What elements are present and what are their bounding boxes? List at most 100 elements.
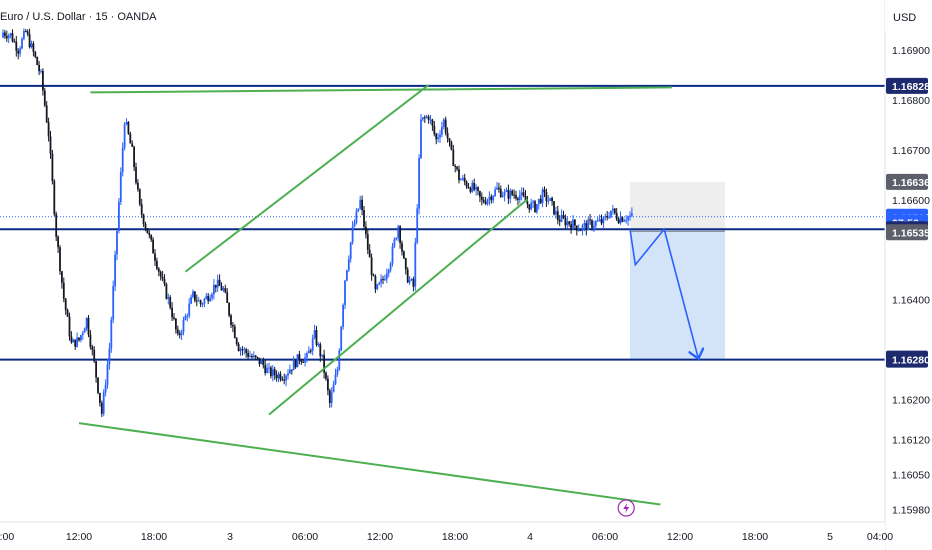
candle-body	[558, 219, 561, 222]
candle-body	[57, 236, 59, 248]
candle-body	[213, 284, 215, 295]
candle-body	[517, 198, 519, 200]
candle-body	[5, 35, 8, 39]
candle-body	[148, 233, 151, 235]
candle-body	[74, 339, 77, 347]
candle-body	[340, 326, 343, 351]
candle-body	[81, 332, 84, 336]
candle-body	[471, 182, 474, 192]
candle-body	[564, 217, 567, 226]
candle-body	[118, 201, 120, 231]
candle-body	[583, 223, 586, 226]
candle-body	[520, 192, 523, 196]
candle-body	[116, 230, 118, 255]
y-tick-label: 1.16200	[892, 395, 930, 407]
candle-body	[482, 199, 485, 203]
candle-body	[410, 279, 413, 281]
price-badge	[886, 351, 928, 368]
candle-body	[152, 239, 154, 254]
currency-label[interactable]: USD	[893, 12, 917, 24]
candle-body	[289, 369, 291, 374]
candle-body	[416, 208, 419, 243]
candle-body	[613, 208, 616, 214]
candle-body	[68, 316, 71, 337]
candle-body	[631, 213, 633, 216]
candle-body	[195, 300, 198, 302]
candle-body	[268, 367, 270, 369]
candle-body	[78, 337, 80, 341]
candle-body	[378, 282, 381, 285]
x-tick-label: 06:00	[592, 531, 618, 543]
candle-body	[543, 189, 546, 193]
candle-body	[575, 225, 578, 231]
candle-body	[182, 319, 185, 333]
candle-body	[323, 354, 325, 373]
candle-body	[437, 137, 439, 140]
symbol-title[interactable]: Euro / U.S. Dollar · 15 · OANDA	[0, 11, 157, 23]
candle-body	[273, 369, 276, 376]
y-tick-label: 1.16700	[892, 145, 930, 157]
candle-body	[4, 32, 6, 36]
candle-body	[199, 300, 202, 305]
candle-body	[532, 201, 534, 203]
candle-body	[91, 346, 94, 350]
candle-body	[562, 215, 565, 218]
candle-body	[422, 117, 424, 120]
candle-body	[359, 199, 362, 209]
candle-body	[294, 359, 297, 368]
candle-body	[311, 338, 314, 351]
candle-body	[420, 119, 422, 158]
candle-body	[252, 355, 255, 358]
candle-body	[127, 122, 130, 134]
candle-body	[524, 195, 527, 202]
candle-body	[102, 392, 105, 414]
candle-body	[154, 253, 156, 261]
candle-body	[43, 90, 46, 106]
candle-body	[144, 224, 147, 229]
candle-body	[15, 41, 18, 51]
candle-body	[61, 271, 63, 283]
candle-body	[121, 147, 124, 173]
candle-body	[454, 165, 457, 167]
candle-body	[319, 344, 322, 357]
candle-body	[190, 297, 192, 304]
candle-body	[357, 208, 360, 212]
candle-body	[258, 357, 261, 365]
candle-body	[89, 334, 92, 347]
candle-body	[629, 215, 631, 217]
candle-body	[594, 221, 597, 226]
candle-body	[598, 219, 601, 221]
candle-body	[21, 38, 23, 49]
candle-body	[403, 251, 405, 259]
y-tick-label: 1.16050	[892, 470, 930, 482]
candle-body	[395, 237, 398, 240]
candle-body	[235, 337, 238, 344]
candle-body	[344, 280, 346, 305]
candle-body	[435, 133, 438, 140]
lightning-glyph	[623, 503, 630, 513]
candle-body	[475, 187, 477, 190]
candle-body	[380, 279, 382, 283]
candle-body	[175, 318, 177, 330]
candle-body	[539, 198, 542, 203]
y-tick-label: 1.16400	[892, 295, 930, 307]
candle-body	[328, 390, 331, 403]
candle-body	[188, 303, 191, 316]
candle-body	[285, 375, 287, 381]
candle-body	[577, 230, 580, 232]
trendline-3	[268, 198, 529, 416]
candle-body	[461, 177, 464, 180]
candle-body	[566, 221, 569, 226]
candle-body	[308, 350, 310, 354]
candle-body	[465, 181, 468, 187]
candle-body	[112, 286, 115, 320]
candle-body	[180, 332, 183, 336]
candle-body	[110, 319, 113, 349]
candle-body	[480, 196, 483, 200]
candle-body	[503, 191, 506, 196]
candle-body	[9, 33, 12, 36]
candle-body	[570, 224, 572, 229]
candle-body	[387, 269, 390, 274]
x-tick-label: 12:00	[667, 531, 693, 543]
